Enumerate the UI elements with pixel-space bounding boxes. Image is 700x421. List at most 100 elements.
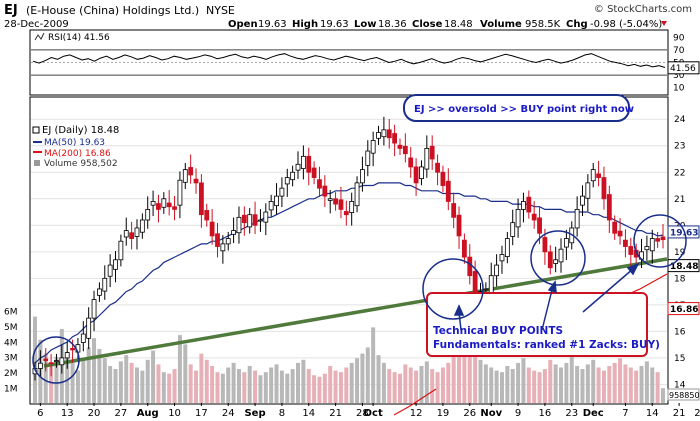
candle — [311, 161, 317, 185]
volume-bar — [279, 370, 284, 403]
candle-body — [563, 238, 569, 248]
volume-bar — [49, 364, 54, 403]
candle — [123, 217, 129, 246]
candle-body — [408, 157, 414, 168]
candle — [547, 245, 553, 275]
candle — [209, 209, 215, 245]
candle-body — [499, 254, 505, 262]
candle — [381, 116, 387, 146]
volume-bar — [54, 356, 59, 403]
volume-bar — [145, 359, 150, 403]
candle — [451, 192, 457, 229]
volume-bar — [312, 375, 317, 403]
volume-bar — [301, 359, 306, 403]
candle-body — [113, 259, 118, 270]
x-tick-label: 27 — [115, 408, 128, 419]
volume-bar — [129, 362, 134, 403]
candle — [231, 217, 236, 244]
candle-body — [102, 277, 108, 292]
buy-circle-december — [633, 214, 687, 268]
candle-body — [150, 201, 156, 206]
candle-body — [236, 216, 242, 234]
exchange-label: NYSE — [206, 4, 235, 17]
volume-bar — [210, 365, 215, 403]
volume-bar — [33, 316, 37, 403]
candle-body — [537, 217, 542, 234]
volume-tick-label: 4M — [4, 338, 18, 348]
volume-value: 958.5K — [525, 19, 561, 30]
candle — [628, 237, 634, 268]
candle — [48, 353, 54, 377]
brand-label: © StockCharts.com — [594, 4, 692, 15]
high-value: 19.63 — [320, 19, 349, 30]
candle — [252, 201, 258, 235]
buy-points-callout-box — [426, 292, 648, 357]
volume-bar — [151, 350, 156, 403]
x-tick-label: 28 — [356, 408, 369, 419]
candle-body — [182, 169, 188, 183]
candle — [510, 209, 516, 246]
candle-body — [467, 256, 473, 277]
volume-bar — [65, 352, 70, 403]
candle-body — [370, 140, 376, 154]
candle — [429, 135, 435, 170]
volume-bar — [499, 372, 504, 403]
volume-bar — [446, 362, 451, 403]
x-tick-label: 21 — [673, 408, 686, 419]
candle — [166, 190, 172, 216]
candle-body — [322, 185, 328, 197]
x-tick-label: Oct — [364, 408, 383, 419]
volume-bar — [424, 361, 429, 403]
x-tick-label: 14 — [302, 408, 315, 419]
volume-bar — [215, 372, 220, 403]
candle — [333, 192, 338, 211]
candle-body — [413, 166, 419, 184]
candle — [97, 282, 102, 302]
volume-bar — [140, 370, 145, 403]
ma200-badge-box — [667, 302, 700, 316]
volume-bar — [580, 369, 585, 403]
volume-bar — [591, 359, 596, 403]
candle-body — [258, 219, 263, 222]
change-value: -0.98 (-5.04%) — [590, 19, 662, 30]
volume-bar — [269, 367, 274, 403]
candle — [574, 196, 580, 237]
candle-body — [91, 299, 97, 319]
candle-body — [521, 201, 526, 210]
candle — [354, 176, 360, 213]
candle — [563, 229, 569, 261]
candle — [156, 194, 161, 223]
candle-body — [327, 198, 333, 201]
x-tick-label: 14 — [646, 408, 659, 419]
volume-bar — [661, 388, 665, 403]
candle — [590, 162, 596, 188]
quote-summary: Open 19.63 High 19.63 Low 18.36 Close 18… — [228, 19, 667, 30]
candle — [623, 229, 628, 258]
legend-ma50: MA(50) 19.63 — [44, 138, 105, 148]
candle-body — [402, 145, 408, 155]
price-tick-label: 19 — [674, 248, 686, 258]
candle — [462, 233, 467, 264]
volume-bar — [639, 365, 644, 403]
volume-bar — [542, 369, 547, 403]
candle-body — [37, 362, 43, 369]
candle-body — [193, 178, 199, 184]
volume-bar — [628, 367, 633, 403]
candle-body — [601, 177, 607, 200]
candle — [241, 206, 247, 236]
x-tick-label: 28 — [694, 408, 700, 419]
candle — [161, 192, 167, 214]
candle — [236, 206, 242, 244]
volume-bar — [199, 353, 204, 403]
candle-body — [231, 230, 236, 235]
volume-bar — [70, 362, 75, 403]
volume-tick-label: 2M — [4, 369, 18, 379]
volume-bar — [585, 364, 590, 403]
change-label: Chg — [566, 19, 588, 30]
volume-bar — [655, 372, 660, 403]
candle — [392, 124, 398, 157]
volume-bar — [43, 353, 48, 403]
x-tick-label: 6 — [37, 408, 43, 419]
candle-body — [542, 237, 548, 253]
volume-bar — [258, 375, 263, 403]
